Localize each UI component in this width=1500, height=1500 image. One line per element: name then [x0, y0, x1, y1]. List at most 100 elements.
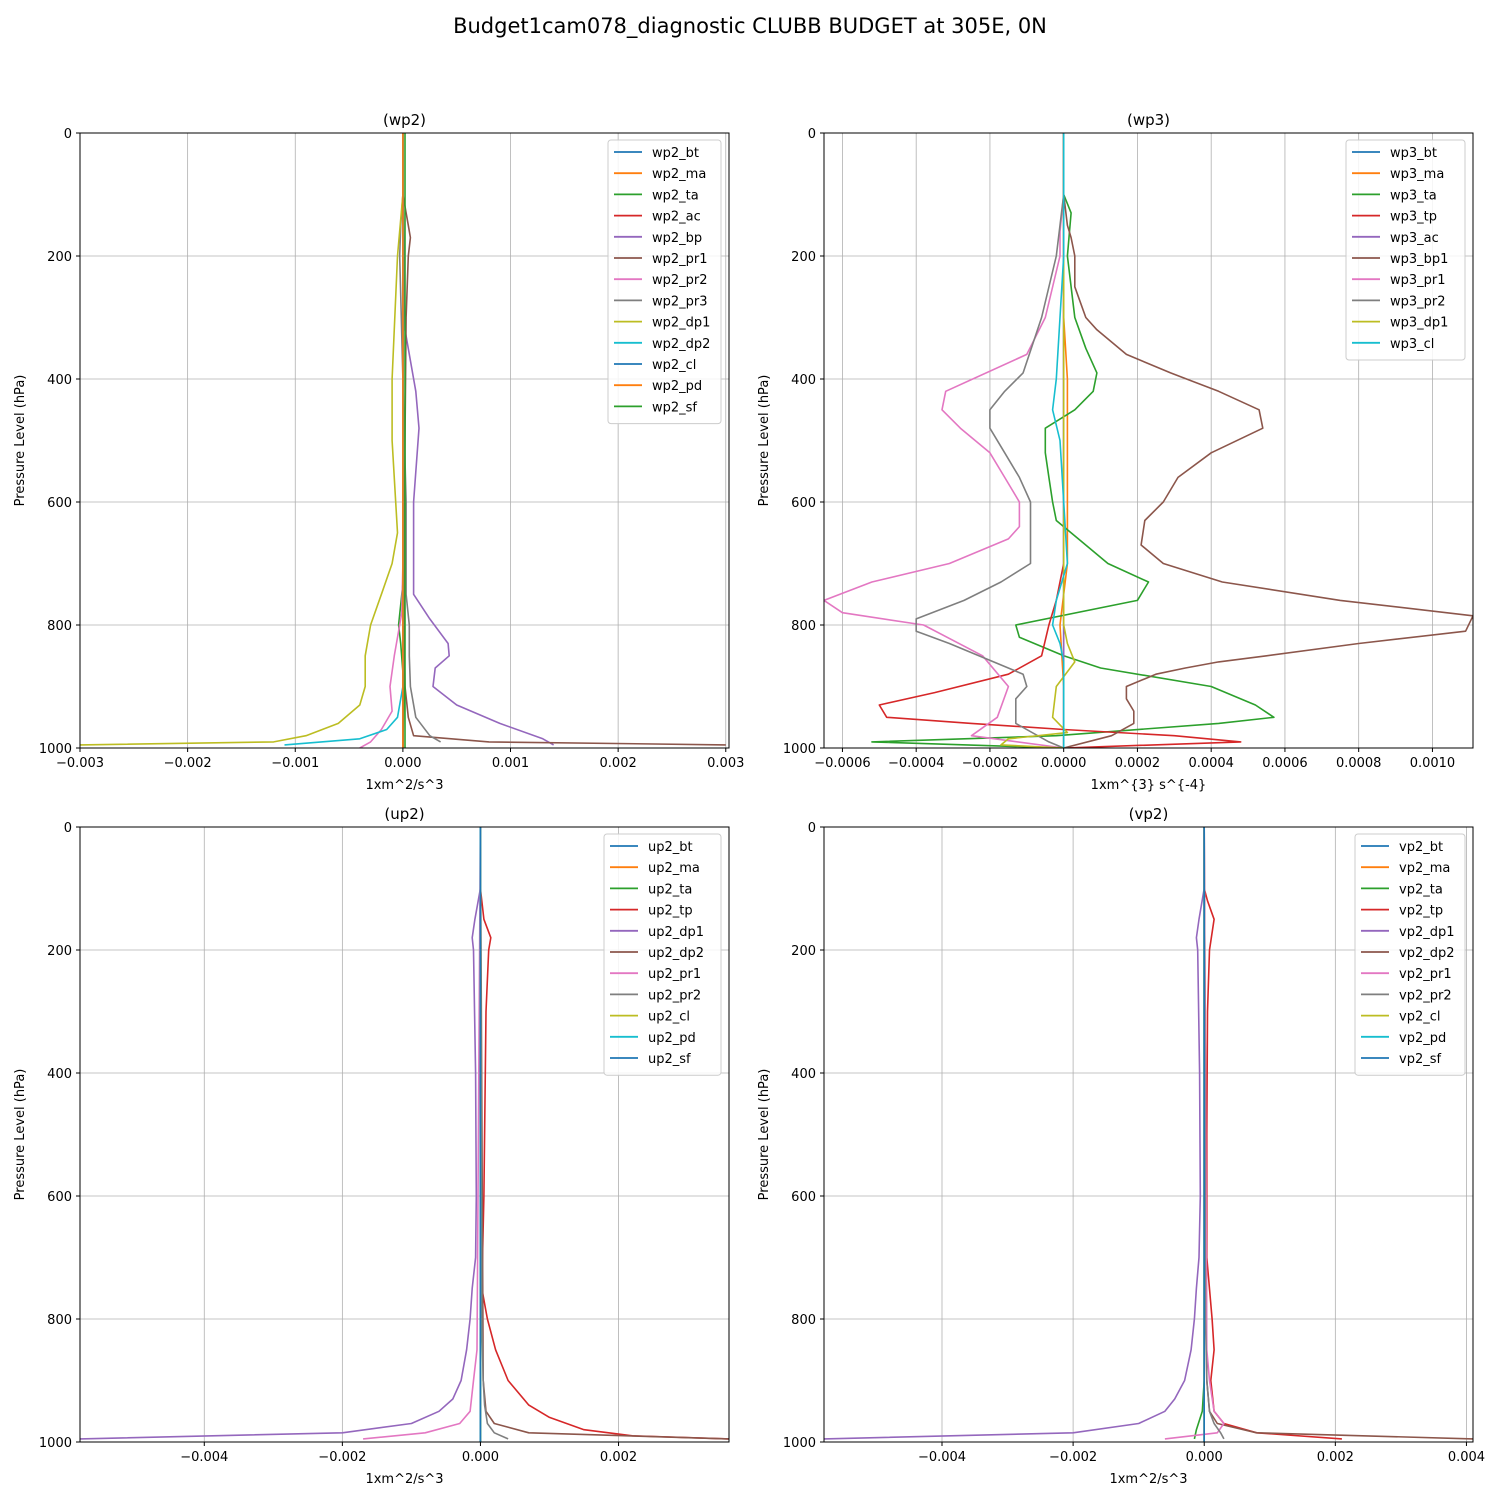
x-tick-label: 0.002 — [600, 1450, 637, 1465]
legend-label-vp2_sf: vp2_sf — [1399, 1052, 1441, 1067]
y-tick-label: 800 — [791, 619, 816, 634]
x-tick-label: −0.001 — [271, 756, 319, 771]
series-line-up2_dp2 — [479, 827, 729, 1440]
series-line-vp2_pr1 — [1164, 827, 1225, 1440]
legend-label-vp2_ma: vp2_ma — [1399, 861, 1450, 876]
legend-label-up2_tp: up2_tp — [648, 904, 693, 919]
x-tick-label: 0.0008 — [1336, 756, 1382, 771]
y-tick-label: 1000 — [39, 1436, 72, 1451]
legend-label-vp2_pr1: vp2_pr1 — [1399, 967, 1452, 982]
y-tick-label: 1000 — [783, 1436, 816, 1451]
series-line-wp2_dp1 — [80, 133, 404, 746]
figure-title: Budget1cam078_diagnostic CLUBB BUDGET at… — [453, 14, 1047, 38]
x-tick-label: −0.002 — [318, 1450, 366, 1465]
y-tick-label: 200 — [791, 250, 816, 265]
y-tick-label: 600 — [47, 496, 72, 511]
x-axis-label: 1xm^2/s^3 — [365, 778, 443, 793]
series-line-wp2_pr3 — [398, 133, 441, 743]
y-tick-label: 200 — [791, 944, 816, 959]
legend-label-up2_pr2: up2_pr2 — [648, 988, 701, 1003]
panel-title: (vp2) — [1129, 805, 1169, 823]
x-tick-label: −0.0002 — [962, 756, 1018, 771]
y-tick-label: 200 — [47, 944, 72, 959]
legend-label-up2_ta: up2_ta — [648, 882, 692, 897]
legend-label-wp2_pr2: wp2_pr2 — [652, 273, 708, 288]
x-tick-label: 0.001 — [492, 756, 529, 771]
series-line-wp3_cl — [1051, 133, 1069, 748]
x-tick-label: −0.0006 — [814, 756, 870, 771]
legend-label-wp2_ta: wp2_ta — [652, 188, 699, 203]
axes-frame — [79, 132, 730, 749]
x-tick-label: −0.004 — [180, 1450, 228, 1465]
x-tick-label: 0.0004 — [1188, 756, 1234, 771]
y-tick-label: 0 — [64, 821, 72, 836]
series-group — [80, 133, 726, 748]
y-tick-label: 200 — [47, 250, 72, 265]
y-tick-label: 0 — [808, 821, 816, 836]
series-line-up2_pr2 — [479, 827, 509, 1440]
legend-label-wp3_ac: wp3_ac — [1390, 231, 1439, 246]
x-axis-label: 1xm^{3} s^{-4} — [1091, 778, 1207, 793]
x-tick-label: 0.0000 — [1041, 756, 1087, 771]
legend-label-vp2_tp: vp2_tp — [1399, 904, 1443, 919]
axes-frame — [823, 826, 1474, 1443]
series-line-wp2_dp2 — [284, 133, 404, 746]
legend-label-wp2_bt: wp2_bt — [652, 146, 699, 161]
legend: wp2_bt wp2_ma wp2_ta wp2_ac wp2_bp wp2_pr1 wp2… — [607, 139, 722, 425]
panel-title: (wp2) — [383, 111, 426, 129]
legend-label-up2_bt: up2_bt — [648, 840, 693, 855]
x-axis-label: 1xm^2/s^3 — [365, 1472, 443, 1487]
legend-label-wp2_pr3: wp2_pr3 — [652, 294, 708, 309]
x-tick-label: −0.0004 — [888, 756, 944, 771]
series-line-wp2_bp — [402, 133, 554, 746]
x-tick-label: 0.003 — [707, 756, 744, 771]
x-tick-label: 0.000 — [384, 756, 421, 771]
series-line-up2_dp1 — [80, 827, 482, 1440]
y-axis-label: Pressure Level (hPa) — [757, 1069, 772, 1201]
y-tick-label: 0 — [808, 127, 816, 142]
legend: vp2_bt vp2_ma vp2_ta vp2_tp vp2_dp1 vp2_dp2vp… — [1354, 833, 1466, 1076]
legend-label-wp2_pd: wp2_pd — [652, 379, 702, 394]
series-line-vp2_dp1 — [824, 827, 1205, 1440]
y-tick-label: 800 — [47, 619, 72, 634]
legend-label-up2_pr1: up2_pr1 — [648, 967, 701, 982]
y-tick-label: 600 — [791, 496, 816, 511]
y-tick-label: 400 — [47, 373, 72, 388]
x-tick-label: −0.003 — [56, 756, 104, 771]
legend-label-wp2_sf: wp2_sf — [652, 400, 697, 415]
x-tick-label: 0.000 — [462, 1450, 499, 1465]
legend-label-vp2_cl: vp2_cl — [1399, 1010, 1440, 1025]
legend-label-wp3_pr1: wp3_pr1 — [1390, 273, 1446, 288]
y-tick-label: 800 — [47, 1313, 72, 1328]
legend-label-vp2_ta: vp2_ta — [1399, 882, 1443, 897]
legend-label-wp3_cl: wp3_cl — [1390, 337, 1434, 352]
series-line-wp3_bp1 — [1062, 133, 1473, 748]
legend: wp3_bt wp3_ma wp3_ta wp3_tp wp3_ac wp3_bp1 wp3… — [1345, 139, 1466, 361]
legend-label-wp2_ma: wp2_ma — [652, 167, 706, 182]
legend-label-wp3_bt: wp3_bt — [1390, 146, 1437, 161]
legend-label-wp2_bp: wp2_bp — [652, 231, 702, 246]
y-axis-label: Pressure Level (hPa) — [13, 1069, 28, 1201]
legend: up2_bt up2_ma up2_ta up2_tp up2_dp1 up2_dp2up… — [603, 833, 722, 1076]
y-tick-label: 0 — [64, 127, 72, 142]
legend-box — [607, 139, 722, 425]
y-tick-label: 400 — [47, 1067, 72, 1082]
legend-label-wp3_pr2: wp3_pr2 — [1390, 294, 1446, 309]
series-line-wp2_pr2 — [359, 133, 404, 748]
legend-label-wp3_tp: wp3_tp — [1390, 210, 1437, 225]
series-line-wp3_ta — [871, 133, 1275, 748]
legend-label-vp2_pr2: vp2_pr2 — [1399, 988, 1452, 1003]
series-line-vp2_tp — [1203, 827, 1342, 1440]
legend-label-up2_ma: up2_ma — [648, 861, 700, 876]
y-tick-label: 600 — [47, 1190, 72, 1205]
panel-title: (wp3) — [1127, 111, 1170, 129]
x-tick-label: −0.004 — [918, 1450, 966, 1465]
series-line-wp3_pr1 — [824, 133, 1065, 748]
series-group — [824, 133, 1473, 748]
legend-label-up2_sf: up2_sf — [648, 1052, 691, 1067]
legend-label-up2_dp1: up2_dp1 — [648, 925, 704, 940]
x-tick-label: 0.000 — [1186, 1450, 1223, 1465]
series-group — [824, 827, 1473, 1442]
